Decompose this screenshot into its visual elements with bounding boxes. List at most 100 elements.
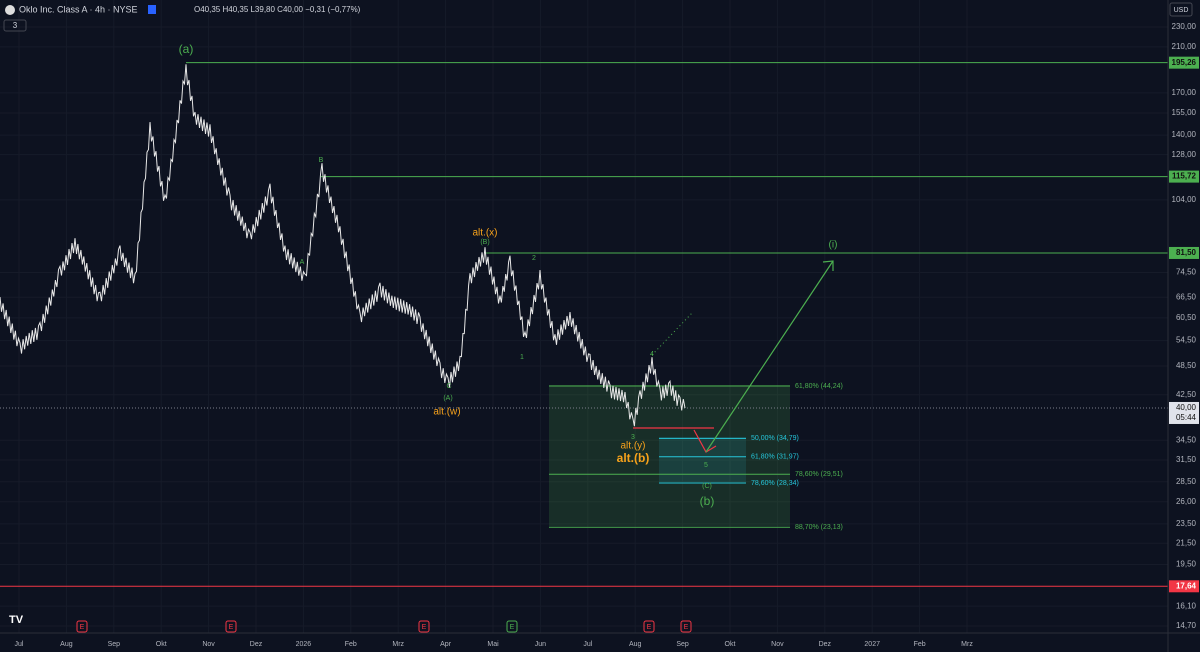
arrow-head — [822, 260, 834, 271]
wave-label: 1 — [520, 354, 524, 361]
y-tick-label: 14,70 — [1176, 621, 1197, 630]
wave-label: A — [300, 259, 305, 266]
x-tick-label: Okt — [725, 641, 736, 648]
currency-button[interactable] — [1169, 2, 1193, 17]
y-tick-label: 31,50 — [1176, 455, 1197, 464]
y-tick-label: 66,50 — [1176, 292, 1197, 301]
x-tick-label: Sep — [676, 641, 689, 648]
event-label: E — [647, 624, 652, 631]
x-tick-label: 2026 — [296, 641, 312, 648]
y-tick-label: 104,00 — [1172, 195, 1197, 204]
dotted-path — [651, 312, 693, 356]
event-badge — [506, 620, 518, 633]
x-tick-label: Sep — [108, 641, 121, 648]
y-tick-label: 210,00 — [1172, 42, 1197, 51]
y-tick-label: 170,00 — [1172, 88, 1197, 97]
y-tick-label: 140,00 — [1172, 130, 1197, 139]
event-badge — [418, 620, 430, 633]
x-tick-label: Nov — [202, 641, 215, 648]
y-tick-label: 19,50 — [1176, 560, 1197, 569]
header: Oklo Inc. Class A · 4h · NYSE O40,35 H40… — [3, 2, 1193, 626]
wave-label: 2 — [532, 255, 536, 262]
price-line — [0, 64, 686, 427]
x-tick-label: Feb — [914, 641, 926, 648]
wave-label: C — [446, 383, 451, 390]
level-badge — [1169, 246, 1199, 259]
level-badge — [1169, 56, 1199, 69]
wave-label: (a) — [179, 42, 194, 56]
x-tick-label: Jun — [535, 641, 546, 648]
fib-label: 50,00% (34,79) — [751, 435, 799, 442]
wave-label: (b) — [700, 494, 715, 508]
x-tick-label: Jul — [15, 641, 24, 648]
wave-label: 5 — [704, 462, 708, 469]
wave-label: 3 — [631, 434, 635, 441]
countdown: 05:44 — [1176, 413, 1197, 422]
currency[interactable]: USD — [1174, 7, 1189, 14]
indicator-toggle[interactable] — [3, 19, 27, 32]
wave-labels: (a) B A alt.(x) (B) 2 1 C (A) alt.(w) 4 … — [179, 42, 838, 508]
x-tick-label: Aug — [60, 641, 73, 648]
event-badge — [225, 620, 237, 633]
x-tick-label: Nov — [771, 641, 784, 648]
svg-text:TV: TV — [9, 614, 24, 626]
x-tick-label: Feb — [345, 641, 357, 648]
price-axis: 230,00 210,00 170,00 155,00 140,00 128,00 104,… — [1172, 22, 1197, 630]
y-tick-label: 26,00 — [1176, 497, 1197, 506]
wave-label: 4 — [650, 351, 654, 358]
x-tick-label: Dez — [819, 641, 832, 648]
x-tick-label: Okt — [156, 641, 167, 648]
y-tick-label: 21,50 — [1176, 538, 1197, 547]
wave-label: alt.(w) — [433, 407, 460, 418]
inner-zone — [659, 437, 746, 482]
fib-label: 78,60% (28,34) — [751, 480, 799, 487]
time-axis: Jul Aug Sep Okt Nov Dez 2026 Feb Mrz Apr Mai Jun Jul… — [15, 620, 973, 648]
fib-label: 61,80% (31,97) — [751, 454, 799, 461]
event-label: E — [229, 624, 234, 631]
fib-label: 61,80% (44,24) — [795, 383, 843, 390]
event-label: E — [684, 624, 689, 631]
logo — [5, 5, 15, 15]
y-tick-label: 60,50 — [1176, 313, 1197, 322]
level-label: 17,64 — [1176, 581, 1197, 590]
event-badge — [643, 620, 655, 633]
wave-label: B — [319, 157, 324, 164]
indicator-count[interactable]: 3 — [13, 21, 18, 30]
y-tick-label: 54,50 — [1176, 336, 1197, 345]
y-tick-label: 28,50 — [1176, 477, 1197, 486]
wave-label: alt.(y) — [621, 441, 646, 452]
y-tick-label: 128,00 — [1172, 150, 1197, 159]
x-tick-label: Jul — [583, 641, 592, 648]
green-arrow — [705, 260, 834, 453]
event-label: E — [510, 624, 515, 631]
fib-label: 88,70% (23,13) — [795, 524, 843, 531]
flag — [148, 5, 156, 14]
current-price-label: 40,00 — [1176, 403, 1197, 412]
y-tick-label: 34,50 — [1176, 435, 1197, 444]
y-tick-label: 42,50 — [1176, 390, 1197, 399]
event-badge — [76, 620, 88, 633]
x-tick-label: Mrz — [961, 641, 973, 648]
y-tick-label: 16,10 — [1176, 601, 1197, 610]
symbol: Oklo Inc. Class A · 4h · NYSE — [19, 4, 138, 14]
target-zone — [549, 385, 790, 526]
wave-label: (C) — [702, 483, 712, 490]
x-tick-label: Dez — [250, 641, 263, 648]
level-badge — [1169, 170, 1199, 183]
y-tick-label: 74,50 — [1176, 268, 1197, 277]
x-tick-label: Mrz — [392, 641, 404, 648]
y-tick-label: 48,50 — [1176, 361, 1197, 370]
level-label: 115,72 — [1172, 172, 1197, 181]
event-badge — [680, 620, 692, 633]
level-label: 81,50 — [1176, 248, 1197, 257]
event-label: E — [80, 624, 85, 631]
x-tick-label: Apr — [440, 641, 452, 648]
level-label: 195,26 — [1172, 58, 1197, 67]
wave-label: alt.(b) — [617, 451, 650, 465]
level-badge — [1169, 580, 1199, 593]
y-tick-label: 23,50 — [1176, 519, 1197, 528]
